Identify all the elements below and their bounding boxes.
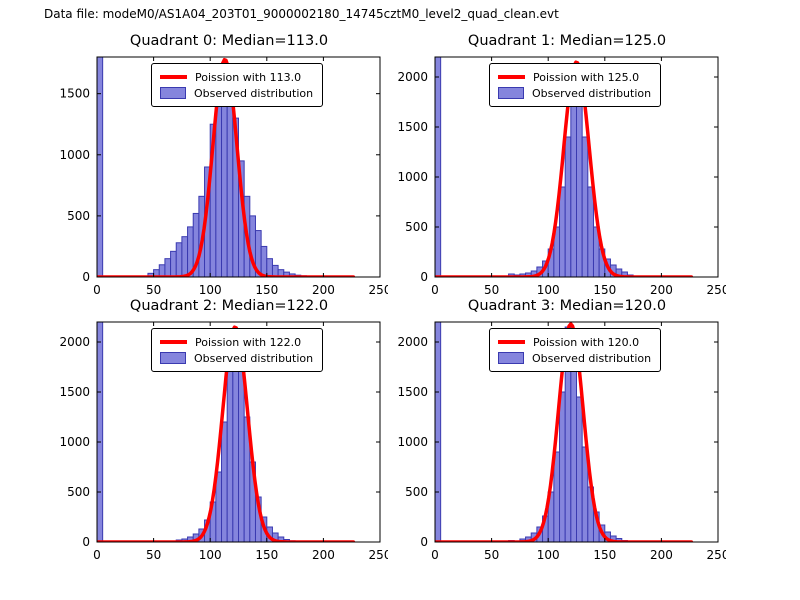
legend-row-poisson: Poission with 120.0 — [498, 334, 651, 350]
quadrant-3-legend: Poission with 120.0 Observed distributio… — [489, 328, 662, 372]
svg-text:100: 100 — [537, 548, 560, 562]
quadrant-1-title: Quadrant 1: Median=125.0 — [467, 33, 667, 49]
quadrant-2-subplot: Quadrant 2: Median=122.0 0 50 100 150 200 250… — [35, 298, 388, 570]
svg-text:1500: 1500 — [397, 120, 428, 134]
svg-text:200: 200 — [312, 548, 335, 562]
svg-text:50: 50 — [146, 548, 161, 562]
observed-patch-swatch — [498, 87, 524, 99]
quadrant-3-subplot: Quadrant 3: Median=120.0 0 50 100 150 200 250… — [373, 298, 726, 570]
legend-row-observed: Observed distribution — [160, 350, 313, 366]
svg-text:150: 150 — [255, 548, 278, 562]
legend-row-poisson: Poission with 125.0 — [498, 69, 651, 85]
quadrant-0-plot: 0 50 100 150 200 250 0 500 1000 1500 — [59, 56, 388, 297]
quadrant-2-legend: Poission with 122.0 Observed distributio… — [151, 328, 324, 372]
svg-text:1000: 1000 — [59, 435, 90, 449]
poisson-line-swatch — [498, 340, 525, 344]
svg-text:150: 150 — [255, 283, 278, 297]
legend-row-observed: Observed distribution — [498, 350, 651, 366]
poisson-legend-label: Poission with 122.0 — [195, 335, 302, 349]
poisson-line-swatch — [498, 75, 525, 79]
quadrant-1-plot: 0 50 100 150 200 250 0 500 1000 1500 2000 — [397, 56, 726, 297]
svg-text:100: 100 — [199, 283, 222, 297]
svg-text:1000: 1000 — [59, 148, 90, 162]
svg-text:0: 0 — [431, 283, 439, 297]
svg-text:250: 250 — [707, 283, 726, 297]
svg-text:250: 250 — [369, 548, 388, 562]
legend-row-poisson: Poission with 122.0 — [160, 334, 313, 350]
observed-legend-label: Observed distribution — [532, 86, 652, 100]
quadrant-1-legend: Poission with 125.0 Observed distributio… — [489, 63, 662, 107]
svg-text:50: 50 — [484, 548, 499, 562]
poisson-legend-label: Poission with 113.0 — [195, 70, 302, 84]
svg-text:500: 500 — [67, 209, 90, 223]
svg-text:0: 0 — [82, 270, 90, 284]
figure-title: Data file: modeM0/AS1A04_203T01_90000021… — [44, 7, 559, 21]
poisson-line-swatch — [160, 75, 187, 79]
svg-text:1000: 1000 — [397, 170, 428, 184]
svg-text:0: 0 — [93, 283, 101, 297]
svg-text:150: 150 — [593, 283, 616, 297]
svg-text:1500: 1500 — [59, 87, 90, 101]
svg-text:100: 100 — [537, 283, 560, 297]
svg-text:0: 0 — [82, 535, 90, 549]
svg-text:250: 250 — [369, 283, 388, 297]
legend-row-observed: Observed distribution — [498, 85, 651, 101]
observed-legend-label: Observed distribution — [194, 86, 314, 100]
svg-text:0: 0 — [420, 535, 428, 549]
svg-text:1000: 1000 — [397, 435, 428, 449]
svg-text:200: 200 — [312, 283, 335, 297]
svg-text:500: 500 — [405, 220, 428, 234]
observed-patch-swatch — [498, 352, 524, 364]
svg-text:2000: 2000 — [397, 335, 428, 349]
poisson-legend-label: Poission with 120.0 — [533, 335, 640, 349]
observed-legend-label: Observed distribution — [532, 351, 652, 365]
svg-text:1500: 1500 — [59, 385, 90, 399]
svg-text:200: 200 — [650, 548, 673, 562]
svg-text:50: 50 — [146, 283, 161, 297]
svg-text:0: 0 — [431, 548, 439, 562]
quadrant-3-plot: 0 50 100 150 200 250 0 500 1000 1500 2000 — [397, 321, 726, 562]
svg-text:0: 0 — [420, 270, 428, 284]
quadrant-2-title: Quadrant 2: Median=122.0 — [129, 298, 329, 314]
svg-text:50: 50 — [484, 283, 499, 297]
svg-text:150: 150 — [593, 548, 616, 562]
observed-patch-swatch — [160, 87, 186, 99]
legend-row-poisson: Poission with 113.0 — [160, 69, 313, 85]
quadrant-0-title: Quadrant 0: Median=113.0 — [129, 33, 329, 49]
poisson-legend-label: Poission with 125.0 — [533, 70, 640, 84]
svg-text:500: 500 — [67, 485, 90, 499]
quadrant-3-title: Quadrant 3: Median=120.0 — [467, 298, 667, 314]
quadrant-0-legend: Poission with 113.0 Observed distributio… — [151, 63, 324, 107]
svg-text:1500: 1500 — [397, 385, 428, 399]
svg-text:2000: 2000 — [59, 335, 90, 349]
svg-text:200: 200 — [650, 283, 673, 297]
svg-text:100: 100 — [199, 548, 222, 562]
poisson-line-swatch — [160, 340, 187, 344]
svg-text:500: 500 — [405, 485, 428, 499]
svg-text:250: 250 — [707, 548, 726, 562]
observed-patch-swatch — [160, 352, 186, 364]
svg-text:0: 0 — [93, 548, 101, 562]
quadrant-1-subplot: Quadrant 1: Median=125.0 0 50 100 150 200 250… — [373, 33, 726, 305]
observed-legend-label: Observed distribution — [194, 351, 314, 365]
legend-row-observed: Observed distribution — [160, 85, 313, 101]
svg-text:2000: 2000 — [397, 70, 428, 84]
quadrant-0-subplot: Quadrant 0: Median=113.0 0 50 100 150 200 250… — [35, 33, 388, 305]
